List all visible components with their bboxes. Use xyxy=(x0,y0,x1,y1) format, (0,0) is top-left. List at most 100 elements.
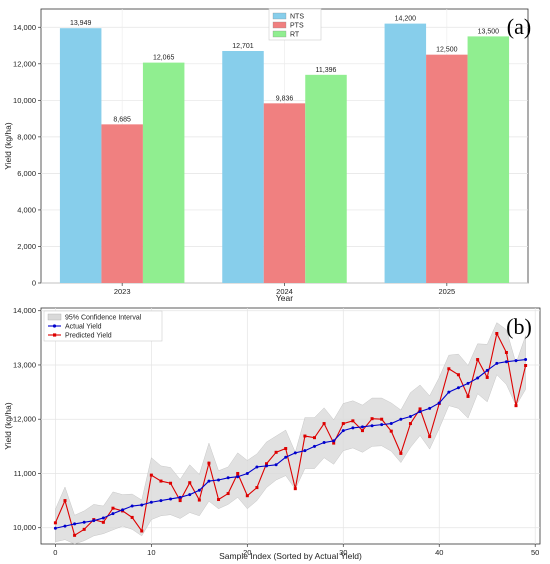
actual-yield-point xyxy=(63,524,67,528)
actual-yield-point xyxy=(351,426,355,430)
x-tick-label: 2023 xyxy=(114,287,131,296)
bar-nts-2023 xyxy=(59,28,102,283)
predicted-yield-point xyxy=(255,486,259,490)
predicted-yield-point xyxy=(360,429,364,433)
data-label-rt-2023: 12,065 xyxy=(153,55,175,62)
actual-yield-point xyxy=(178,495,182,499)
data-label-nts-2024: 12,701 xyxy=(232,43,254,50)
predicted-yield-point xyxy=(188,481,192,485)
actual-yield-point xyxy=(341,429,345,433)
line-chart-y-ticks: 10,000 11,000 12,000 13,000 14,000 xyxy=(13,306,41,532)
line-chart-series xyxy=(53,331,528,537)
data-label-rt-2025: 13,500 xyxy=(478,28,500,35)
actual-yield-point xyxy=(53,526,57,530)
actual-yield-point xyxy=(130,504,134,508)
predicted-yield-point xyxy=(524,364,528,368)
predicted-yield-point xyxy=(514,404,518,408)
predicted-yield-point xyxy=(217,498,221,502)
actual-yield-point xyxy=(236,475,240,479)
data-label-nts-2023: 13,949 xyxy=(70,20,92,27)
legend-label-rt: RT xyxy=(290,32,300,39)
line-chart-frame xyxy=(40,307,541,545)
line-chart-x-axis-title: Sample Index (Sorted by Actual Yield) xyxy=(219,551,362,561)
legend-swatch-pts xyxy=(272,21,287,29)
y-tick-label: 10,000 xyxy=(13,523,36,532)
actual-yield-point xyxy=(322,441,326,445)
predicted-yield-point xyxy=(140,529,144,533)
confidence-band xyxy=(55,322,526,545)
x-tick-label: 40 xyxy=(435,548,443,557)
predicted-yield-line xyxy=(54,331,527,537)
line-chart-x-ticks: 0 10 20 30 40 50 xyxy=(53,544,539,557)
bar-pts-2025 xyxy=(426,54,468,283)
predicted-yield-point xyxy=(63,499,67,503)
predicted-yield-point xyxy=(485,375,489,379)
actual-yield-point xyxy=(456,386,460,390)
actual-yield-point xyxy=(293,451,297,455)
bar-rt-2025 xyxy=(467,36,510,284)
predicted-yield-point xyxy=(236,471,240,475)
actual-yield-line xyxy=(55,358,526,529)
actual-yield-point xyxy=(389,422,393,426)
actual-yield-point xyxy=(73,522,77,526)
actual-yield-point xyxy=(514,359,518,363)
actual-yield-point xyxy=(217,478,221,482)
bar-pts-2023 xyxy=(101,124,143,283)
actual-yield-point xyxy=(284,455,288,459)
predicted-yield-point xyxy=(101,520,105,524)
predicted-yield-point xyxy=(130,515,134,519)
bar-rt-2024 xyxy=(305,74,347,283)
actual-yield-point xyxy=(82,520,86,524)
predicted-yield-point xyxy=(169,481,173,485)
actual-yield-point xyxy=(504,360,508,364)
predicted-yield-point xyxy=(476,358,480,362)
actual-yield-point xyxy=(169,497,173,501)
legend-marker-actual-yield xyxy=(52,324,57,328)
line-chart-legend: 95% Confidence Interval Actual Yield Predi… xyxy=(43,310,163,342)
predicted-yield-point xyxy=(341,422,345,426)
predicted-yield-point xyxy=(447,367,451,371)
bar-nts-2025 xyxy=(384,23,427,283)
legend-label-nts: NTS xyxy=(290,14,304,21)
legend-box xyxy=(43,310,163,342)
predicted-yield-point xyxy=(370,417,374,421)
y-tick-label: 11,000 xyxy=(14,469,36,478)
actual-yield-point xyxy=(332,439,336,443)
data-label-pts-2024: 9,836 xyxy=(276,95,294,102)
actual-yield-point xyxy=(524,358,528,362)
bar-chart-bars xyxy=(59,23,510,284)
predicted-yield-point xyxy=(303,434,307,438)
panel-b-label: (b) xyxy=(506,314,532,339)
predicted-yield-point xyxy=(207,461,211,465)
actual-yield-point xyxy=(188,493,192,497)
actual-yield-point xyxy=(447,390,451,394)
y-tick-label: 4,000 xyxy=(17,205,36,214)
x-tick-label: 20 xyxy=(243,548,251,557)
actual-yield-point xyxy=(303,449,307,453)
data-label-nts-2025: 14,200 xyxy=(395,16,417,23)
actual-yield-point xyxy=(380,423,384,427)
x-tick-label: 30 xyxy=(339,548,347,557)
y-tick-label: 13,000 xyxy=(13,360,36,369)
bar-chart-legend: NTS PTS RT xyxy=(268,8,322,41)
predicted-yield-point xyxy=(293,487,297,491)
actual-yield-point xyxy=(255,465,259,469)
actual-yield-point xyxy=(121,508,125,512)
legend-label-pts: PTS xyxy=(290,23,304,30)
data-label-rt-2024: 11,396 xyxy=(316,67,337,74)
data-label-pts-2023: 8,685 xyxy=(113,116,131,123)
legend-label-confidence: 95% Confidence Interval xyxy=(65,315,142,322)
actual-yield-point xyxy=(485,368,489,372)
legend-marker-predicted-yield xyxy=(53,333,57,337)
predicted-yield-point xyxy=(380,417,384,421)
bar-chart-panel: 13,949 8,685 12,065 12,701 9,836 11,396 14,200… xyxy=(3,8,531,303)
predicted-yield-point xyxy=(274,450,278,454)
y-tick-label: 8,000 xyxy=(17,132,36,141)
actual-yield-point xyxy=(149,500,153,504)
predicted-yield-point xyxy=(149,473,153,477)
actual-yield-point xyxy=(92,519,96,523)
actual-yield-point xyxy=(418,410,422,414)
actual-yield-point xyxy=(437,401,441,405)
actual-yield-point xyxy=(207,479,211,483)
actual-yield-point xyxy=(312,444,316,448)
